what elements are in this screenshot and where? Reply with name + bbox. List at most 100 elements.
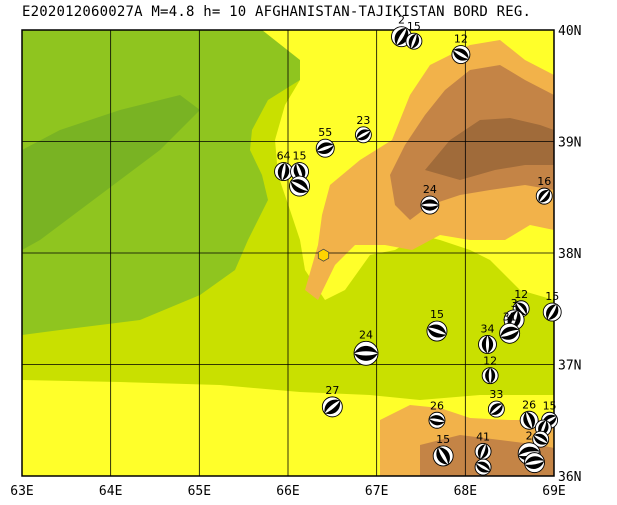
depth-label: 2: [526, 430, 533, 443]
depth-label: 26: [522, 398, 536, 411]
beachball-outline: [353, 340, 379, 366]
depth-label: 41: [476, 430, 490, 443]
beachball: [420, 195, 440, 215]
depth-label: 15: [293, 150, 307, 163]
compression-quadrant: [408, 33, 417, 49]
beachball: [353, 340, 379, 366]
beachball: [354, 126, 372, 144]
depth-label: 24: [359, 328, 373, 341]
beachball: [499, 322, 521, 344]
longitude-label: 68E: [454, 484, 477, 499]
high-mountain-zone: [425, 118, 554, 180]
compression-quadrant: [476, 463, 490, 473]
beachball: [428, 411, 446, 429]
depth-label: 16: [537, 175, 551, 188]
compression-quadrant: [526, 411, 536, 429]
depth-label: 55: [318, 126, 332, 139]
beachball: [535, 187, 553, 205]
compression-quadrant: [533, 433, 548, 444]
depth-label: 27: [325, 384, 339, 397]
depth-label: 31: [503, 310, 517, 323]
depth-label: 2: [398, 14, 405, 27]
compression-quadrant: [539, 190, 550, 203]
beachball: [474, 443, 492, 460]
compression-quadrant: [453, 50, 469, 61]
beachball: [542, 302, 562, 322]
beachball: [289, 175, 310, 197]
compression-quadrant: [485, 367, 491, 384]
compression-quadrant: [436, 447, 449, 465]
beachball: [481, 367, 499, 385]
compression-quadrant: [500, 329, 520, 340]
compression-quadrant: [316, 145, 334, 155]
compression-quadrant: [533, 435, 548, 445]
compression-quadrant: [420, 205, 439, 211]
compression-quadrant: [290, 181, 309, 193]
compression-quadrant: [324, 400, 341, 415]
beachball: [274, 162, 294, 182]
depth-label: 15: [430, 308, 444, 321]
epicenter-marker: [317, 248, 330, 262]
compression-quadrant: [524, 460, 545, 469]
beachball: [519, 410, 539, 430]
compression-quadrant: [480, 443, 489, 459]
depth-label: 3: [511, 297, 518, 310]
beachball: [432, 445, 454, 467]
compression-quadrant: [324, 399, 340, 414]
compression-quadrant: [542, 414, 557, 425]
beachball: [524, 452, 545, 474]
beachball: [451, 45, 471, 64]
map-title: E202012060027A M=4.8 h= 10 AFGHANISTAN-T…: [22, 4, 532, 20]
compression-quadrant: [540, 420, 549, 436]
longitude-label: 64E: [99, 484, 122, 499]
compression-quadrant: [487, 335, 494, 354]
compression-quadrant: [282, 162, 290, 181]
compression-quadrant: [356, 129, 371, 139]
depth-label: 15: [436, 433, 450, 446]
compression-quadrant: [476, 461, 490, 472]
compression-quadrant: [481, 335, 488, 354]
compression-quadrant: [354, 345, 379, 354]
longitude-label: 65E: [188, 484, 211, 499]
longitude-labels: 63E 64E 65E 66E 67E 68E 69E: [10, 484, 565, 499]
compression-quadrant: [356, 130, 371, 141]
compression-quadrant: [477, 443, 486, 459]
compression-quadrant: [542, 416, 557, 426]
beachball: [405, 32, 423, 50]
depth-label: 23: [356, 114, 370, 127]
beachball-outline: [478, 334, 497, 354]
compression-quadrant: [453, 48, 469, 60]
depth-label: 33: [489, 388, 503, 401]
beachball: [532, 430, 550, 448]
compression-quadrant: [296, 163, 306, 181]
compression-quadrant: [411, 33, 420, 49]
compression-quadrant: [523, 411, 533, 429]
beachball: [321, 396, 343, 418]
beachball: [487, 400, 505, 418]
compression-quadrant: [429, 418, 445, 426]
latitude-labels: 40N 39N 38N 37N 36N: [558, 24, 581, 485]
latitude-label: 36N: [558, 470, 581, 485]
compression-quadrant: [524, 456, 545, 465]
depth-label: 12: [483, 355, 497, 368]
depth-label: 12: [514, 288, 528, 301]
beachball-outline: [481, 367, 499, 385]
latitude-label: 40N: [558, 24, 581, 39]
compression-quadrant: [510, 310, 521, 330]
beachball: [474, 458, 492, 476]
depth-label: 15: [545, 290, 559, 303]
longitude-label: 66E: [276, 484, 299, 499]
compression-quadrant: [293, 163, 303, 181]
latitude-label: 39N: [558, 136, 581, 151]
compression-quadrant: [396, 28, 409, 46]
beachball: [426, 320, 448, 342]
beachball-outline: [420, 195, 440, 215]
compression-quadrant: [490, 403, 503, 415]
compression-quadrant: [516, 302, 527, 315]
compression-quadrant: [277, 162, 286, 181]
latitude-label: 38N: [558, 247, 581, 262]
depth-label: 64: [277, 150, 291, 163]
compression-quadrant: [427, 327, 447, 338]
